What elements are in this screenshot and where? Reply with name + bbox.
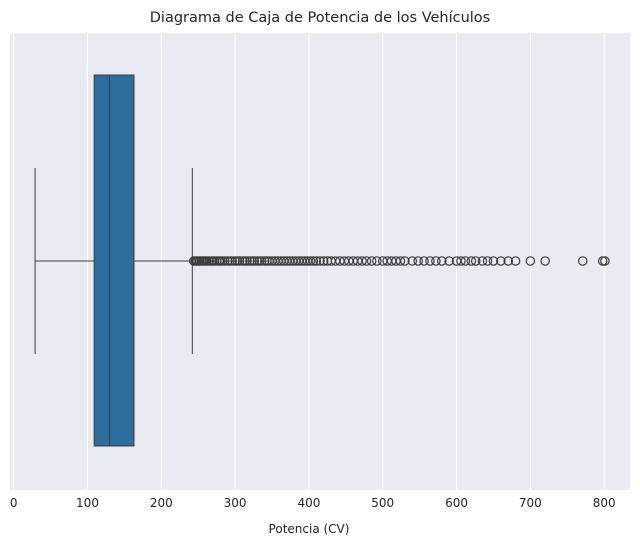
outlier-point	[496, 256, 506, 266]
outlier-point	[219, 256, 230, 266]
outlier-point	[470, 256, 481, 266]
outlier-point	[431, 256, 441, 266]
x-tick-label: 300	[224, 496, 247, 510]
outlier-point	[488, 256, 499, 266]
outlier-point	[357, 256, 367, 266]
outlier-point	[234, 256, 245, 266]
outlier-point	[361, 256, 372, 266]
outlier-point	[503, 256, 514, 266]
outlier-point	[456, 256, 466, 266]
x-tick-label: 800	[593, 496, 616, 510]
outlier-point	[444, 256, 454, 266]
iqr-box	[93, 74, 135, 447]
outlier-point	[482, 256, 493, 266]
outlier-point	[540, 256, 550, 266]
outlier-point	[577, 256, 588, 266]
outlier-point	[419, 256, 429, 266]
outlier-point	[425, 256, 435, 266]
outlier-point	[413, 256, 423, 266]
outlier-point	[315, 256, 325, 266]
x-tick-label: 700	[519, 496, 542, 510]
outlier-point	[466, 256, 477, 266]
outlier-point	[407, 256, 418, 266]
outlier-point	[305, 256, 316, 266]
outlier-point	[600, 256, 610, 266]
outlier-points	[188, 256, 610, 266]
outlier-point	[318, 256, 329, 266]
outlier-point	[436, 256, 447, 266]
outlier-point	[256, 256, 267, 266]
x-tick-label: 600	[445, 496, 468, 510]
outlier-point	[525, 256, 536, 266]
x-tick-label: 100	[76, 496, 99, 510]
outlier-point	[510, 256, 521, 266]
outlier-point	[311, 256, 322, 266]
outlier-point	[242, 256, 252, 266]
outlier-point	[395, 256, 406, 266]
outlier-point	[366, 256, 377, 266]
outlier-point	[477, 256, 488, 266]
chart-title: Diagrama de Caja de Potencia de los Vehí…	[150, 10, 491, 26]
outlier-point	[227, 256, 237, 266]
x-tick-label: 500	[371, 496, 394, 510]
x-tick-label: 400	[297, 496, 320, 510]
outlier-point	[308, 256, 319, 266]
x-axis-ticks: 0 100 200 300 400 500 600 700 800	[10, 496, 616, 510]
outlier-point	[372, 256, 382, 266]
outlier-point	[249, 256, 260, 266]
outlier-point	[460, 256, 471, 266]
box-plot	[34, 74, 193, 447]
x-tick-label: 0	[10, 496, 18, 510]
x-axis-label: Potencia (CV)	[269, 522, 350, 536]
x-tick-label: 200	[150, 496, 173, 510]
outlier-point	[400, 256, 410, 266]
